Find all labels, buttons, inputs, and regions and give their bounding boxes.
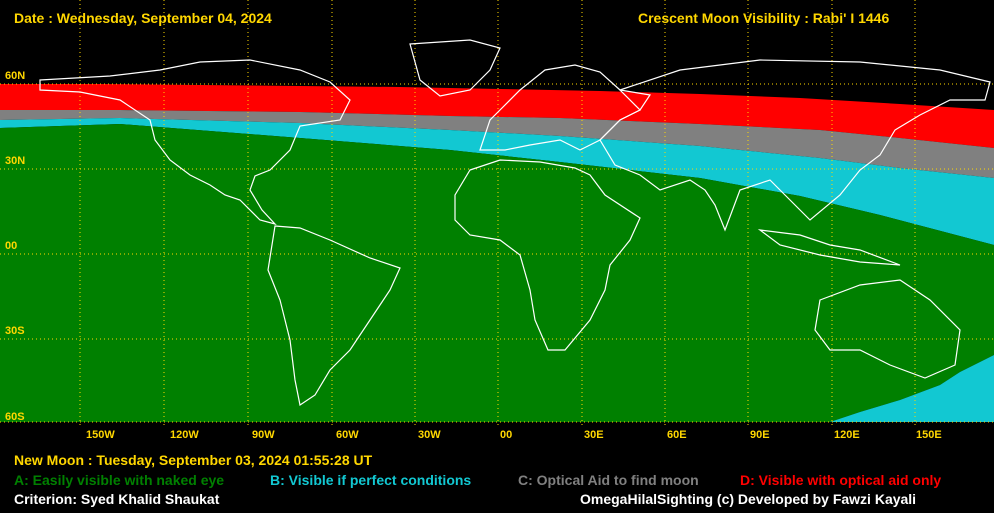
lon-label-150w: 150W <box>86 429 115 441</box>
map-title: Crescent Moon Visibility : Rabi' I 1446 <box>638 10 890 26</box>
lon-label-30e: 30E <box>584 429 604 441</box>
lon-label-120e: 120E <box>834 429 860 441</box>
graticule <box>0 0 994 428</box>
lon-label-150e: 150E <box>916 429 942 441</box>
lon-label-00: 00 <box>500 429 513 441</box>
zone-b-region-south <box>830 355 994 422</box>
lat-label-00: 00 <box>5 240 18 252</box>
lon-label-90e: 90E <box>750 429 770 441</box>
australia-coast <box>814 279 961 379</box>
europe-coast <box>479 64 652 151</box>
lon-label-90w: 90W <box>252 429 275 441</box>
legend-item-a: A: Easily visible with naked eye <box>14 472 225 488</box>
greenland-coast <box>409 39 501 97</box>
lon-label-60e: 60E <box>667 429 687 441</box>
zone-b-region-north <box>0 118 994 245</box>
north-america-coast <box>39 59 351 226</box>
coastlines <box>39 39 991 406</box>
criterion-label: Criterion: Syed Khalid Shaukat <box>14 491 220 507</box>
lon-label-120w: 120W <box>170 429 199 441</box>
lat-label-30s: 30S <box>5 325 25 337</box>
lon-label-60w: 60W <box>336 429 359 441</box>
legend-item-c: C: Optical Aid to find moon <box>518 472 699 488</box>
credit-label: OmegaHilalSighting (c) Developed by Fawz… <box>580 491 917 507</box>
date-label: Date : Wednesday, September 04, 2024 <box>14 10 272 26</box>
zone-a-region <box>0 124 994 422</box>
lat-label-30n: 30N <box>5 155 26 167</box>
indonesia-coast <box>757 229 901 266</box>
south-america-coast <box>267 225 401 406</box>
zone-c-region <box>0 110 994 178</box>
legend-item-b: B: Visible if perfect conditions <box>270 472 472 488</box>
asia-coast <box>599 59 991 232</box>
new-moon-label: New Moon : Tuesday, September 03, 2024 0… <box>14 452 373 468</box>
legend-item-d: D: Visible with optical aid only <box>740 472 942 488</box>
lat-label-60s: 60S <box>5 411 25 423</box>
lat-label-60n: 60N <box>5 70 26 82</box>
lon-label-30w: 30W <box>418 429 441 441</box>
africa-coast <box>454 159 641 351</box>
